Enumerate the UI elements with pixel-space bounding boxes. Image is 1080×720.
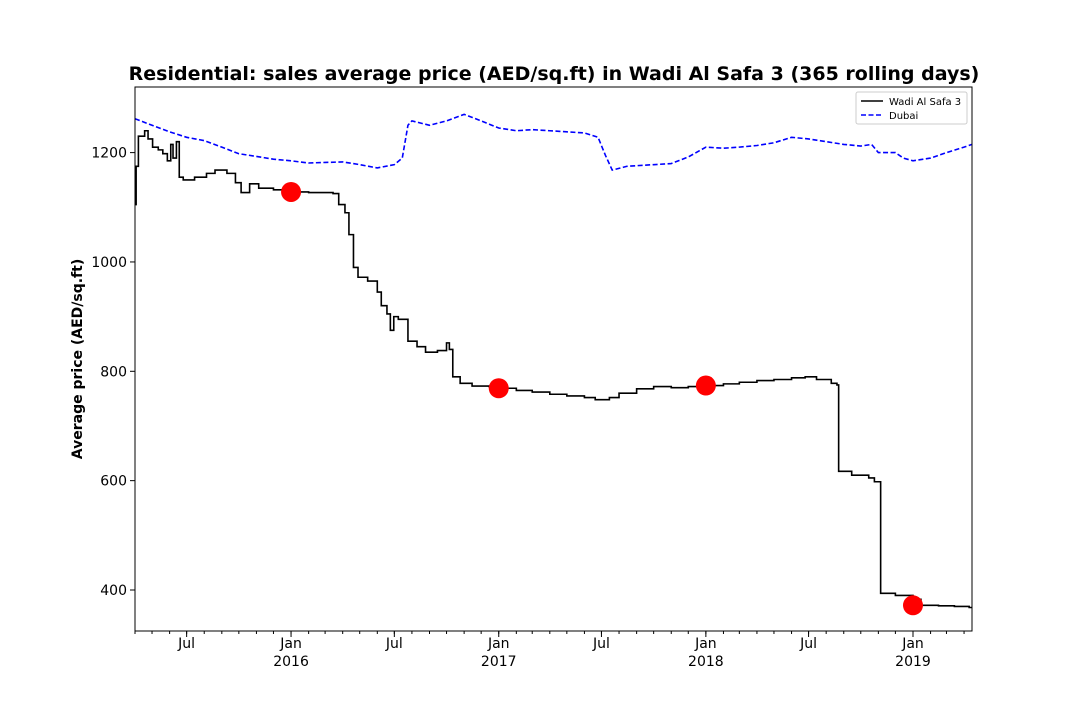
x-tick-label-0: Jul bbox=[177, 636, 195, 652]
legend-box bbox=[855, 91, 968, 125]
x-tick-label-7: Jan bbox=[901, 636, 924, 652]
x-tick-label-5: Jan bbox=[694, 636, 717, 652]
x-tick-label-4: Jul bbox=[592, 636, 610, 652]
series-layer bbox=[134, 113, 973, 609]
x-tick-label-3: Jan bbox=[487, 636, 510, 652]
y-tick-label-4: 1200 bbox=[91, 146, 127, 162]
y-tick-label-1: 600 bbox=[100, 474, 127, 490]
x-tick-year-label-3: 2017 bbox=[481, 654, 517, 670]
x-tick-year-label-1: 2016 bbox=[273, 654, 309, 670]
y-axis-label: Average price (AED/sq.ft) bbox=[70, 259, 86, 459]
series-line-1 bbox=[134, 113, 973, 172]
highlight-marker-1 bbox=[488, 378, 509, 399]
x-tick-label-6: Jul bbox=[799, 636, 817, 652]
x-tick-year-label-5: 2018 bbox=[688, 654, 724, 670]
marker-layer bbox=[281, 181, 923, 616]
x-tick-label-2: Jul bbox=[385, 636, 403, 652]
legend-label-0: Wadi Al Safa 3 bbox=[889, 97, 961, 108]
x-axis: Jul Jan 2016 Jul Jan 2017 Jul Jan 2018 Jul Jan 2019 bbox=[134, 631, 965, 670]
x-tick-label-1: Jan bbox=[279, 636, 302, 652]
y-axis: 400 600 800 1000 1200 bbox=[91, 146, 135, 599]
plot-frame bbox=[134, 86, 973, 632]
highlight-marker-3 bbox=[902, 595, 923, 616]
highlight-marker-2 bbox=[695, 375, 716, 396]
legend: Wadi Al Safa 3 Dubai bbox=[855, 91, 968, 125]
chart-title: Residential: sales average price (AED/sq… bbox=[129, 63, 980, 85]
highlight-marker-0 bbox=[281, 181, 302, 202]
x-tick-year-label-7: 2019 bbox=[895, 654, 931, 670]
legend-label-1: Dubai bbox=[889, 111, 918, 122]
y-tick-label-3: 1000 bbox=[91, 255, 127, 271]
y-tick-label-2: 800 bbox=[100, 364, 127, 380]
series-line-0 bbox=[135, 129, 972, 609]
y-tick-label-0: 400 bbox=[100, 583, 127, 599]
